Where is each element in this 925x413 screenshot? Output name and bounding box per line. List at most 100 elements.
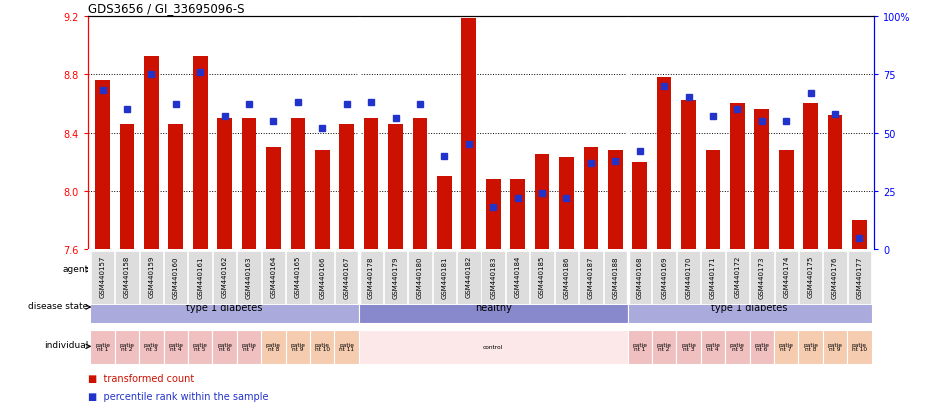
Bar: [828, 116, 843, 250]
Text: patie
nt 8: patie nt 8: [803, 342, 818, 351]
Text: GSM440174: GSM440174: [783, 255, 789, 298]
Bar: [388, 124, 403, 250]
Text: GSM440164: GSM440164: [270, 255, 277, 298]
Text: GSM440179: GSM440179: [392, 255, 399, 298]
Bar: [482, 251, 505, 304]
Bar: [437, 177, 451, 250]
Bar: [140, 251, 163, 304]
Text: GSM440171: GSM440171: [710, 255, 716, 298]
Text: GSM440169: GSM440169: [661, 255, 667, 298]
Bar: [506, 251, 529, 304]
Bar: [627, 292, 871, 323]
Bar: [750, 251, 773, 304]
Text: GSM440181: GSM440181: [441, 255, 448, 298]
Bar: [462, 19, 476, 250]
Bar: [262, 251, 285, 304]
Bar: [799, 251, 822, 304]
Bar: [193, 57, 207, 250]
Bar: [408, 251, 432, 304]
Text: disease state: disease state: [29, 301, 89, 310]
Text: patie
nt 6: patie nt 6: [754, 342, 770, 351]
Bar: [608, 151, 623, 250]
Bar: [486, 180, 500, 250]
Text: patie
nt 2: patie nt 2: [657, 342, 672, 351]
Text: control: control: [483, 344, 503, 349]
Bar: [213, 330, 237, 364]
Text: GSM440188: GSM440188: [612, 255, 618, 298]
Bar: [335, 330, 359, 364]
Bar: [168, 124, 183, 250]
Bar: [91, 251, 115, 304]
Text: GSM440186: GSM440186: [563, 255, 570, 298]
Bar: [725, 330, 749, 364]
Text: patie
nt 4: patie nt 4: [706, 342, 721, 351]
Bar: [217, 119, 232, 250]
Text: healthy: healthy: [475, 302, 512, 312]
Bar: [579, 251, 602, 304]
Bar: [310, 330, 335, 364]
Text: individual: individual: [44, 340, 89, 349]
Bar: [657, 78, 672, 250]
Bar: [286, 251, 310, 304]
Text: patie
nt 2: patie nt 2: [119, 342, 134, 351]
Text: GSM440162: GSM440162: [222, 255, 228, 298]
Bar: [701, 330, 725, 364]
Bar: [360, 251, 383, 304]
Bar: [677, 251, 700, 304]
Text: GSM440176: GSM440176: [832, 255, 838, 298]
Text: patie
nt 10: patie nt 10: [852, 342, 867, 351]
Text: folic acid: folic acid: [728, 265, 771, 275]
Bar: [803, 104, 818, 250]
Bar: [144, 57, 159, 250]
Bar: [584, 148, 598, 250]
Text: GSM440182: GSM440182: [466, 255, 472, 298]
Bar: [852, 221, 867, 250]
Text: patie
nt 8: patie nt 8: [266, 342, 281, 351]
Bar: [535, 155, 549, 250]
Text: GSM440168: GSM440168: [636, 255, 643, 298]
Text: patie
nt 10: patie nt 10: [314, 342, 330, 351]
Bar: [628, 251, 651, 304]
Bar: [266, 148, 281, 250]
Text: GSM440185: GSM440185: [539, 255, 545, 298]
Text: GSM440187: GSM440187: [588, 255, 594, 298]
Text: GSM440180: GSM440180: [417, 255, 423, 298]
Bar: [755, 110, 769, 250]
Bar: [633, 162, 648, 250]
Bar: [164, 251, 188, 304]
Bar: [433, 251, 456, 304]
Bar: [823, 330, 847, 364]
Bar: [457, 251, 480, 304]
Text: GSM440183: GSM440183: [490, 255, 496, 298]
Text: patie
nt 1: patie nt 1: [632, 342, 648, 351]
Text: GSM440166: GSM440166: [319, 255, 326, 298]
Text: patie
nt 3: patie nt 3: [144, 342, 159, 351]
Bar: [555, 251, 578, 304]
Text: ■  percentile rank within the sample: ■ percentile rank within the sample: [88, 391, 268, 401]
Bar: [681, 101, 696, 250]
Bar: [339, 124, 354, 250]
Text: GSM440160: GSM440160: [173, 255, 179, 298]
Bar: [652, 251, 676, 304]
Bar: [726, 251, 749, 304]
Bar: [823, 251, 846, 304]
Text: GSM440161: GSM440161: [197, 255, 204, 298]
Text: GSM440184: GSM440184: [514, 255, 521, 298]
Text: patie
nt 7: patie nt 7: [241, 342, 256, 351]
Text: GSM440175: GSM440175: [808, 255, 814, 298]
Text: untreated: untreated: [335, 265, 383, 275]
Bar: [115, 330, 139, 364]
Bar: [413, 119, 427, 250]
Text: ■  transformed count: ■ transformed count: [88, 373, 194, 383]
Bar: [701, 251, 724, 304]
Bar: [237, 330, 261, 364]
Bar: [189, 251, 212, 304]
Bar: [241, 119, 256, 250]
Bar: [706, 151, 721, 250]
Text: patie
nt 1: patie nt 1: [95, 342, 110, 351]
Text: patie
nt 5: patie nt 5: [730, 342, 745, 351]
Text: type 1 diabetes: type 1 diabetes: [711, 302, 788, 312]
Bar: [798, 330, 823, 364]
Bar: [116, 251, 139, 304]
Bar: [91, 292, 359, 323]
